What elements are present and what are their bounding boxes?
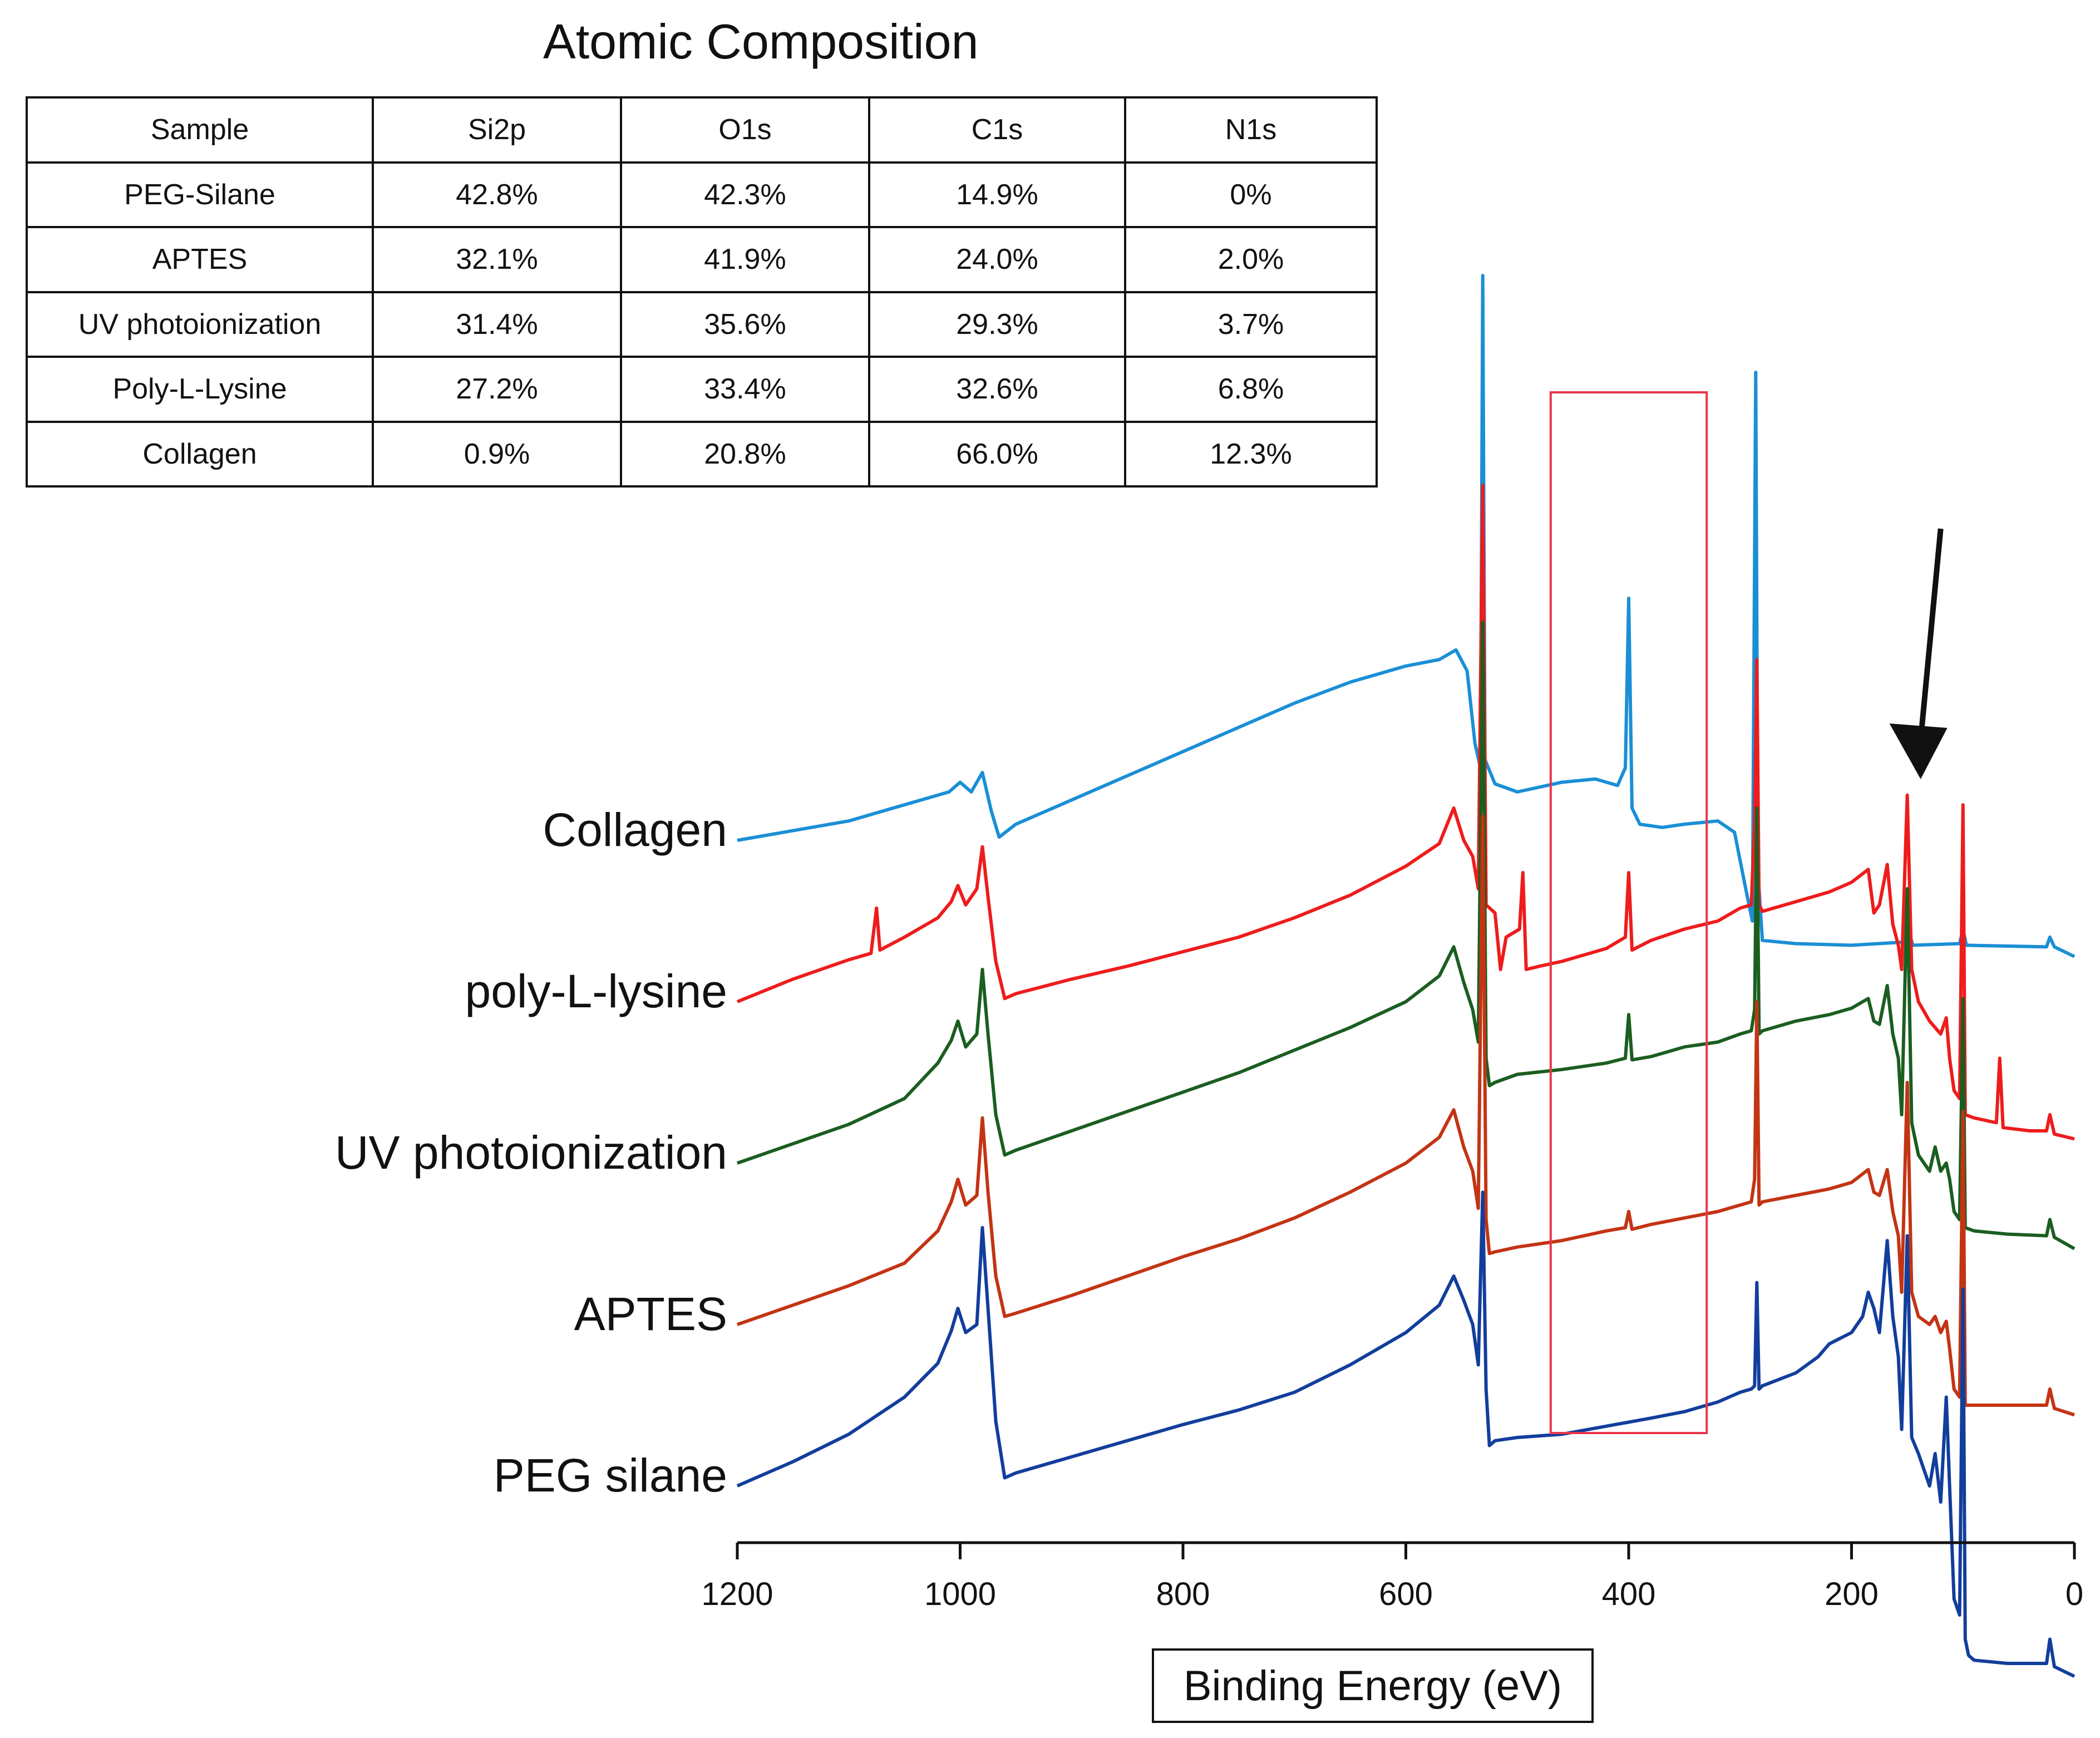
table-header-row: Sample Si2p O1s C1s N1s (26, 96, 1378, 164)
traces-layer: Collagen poly-L-lysine UV photoionization A… (335, 274, 2076, 1678)
header-cell: Si2p (372, 96, 622, 164)
table-title: Atomic Composition (543, 14, 979, 69)
table-cell: 27.2% (372, 356, 622, 423)
x-tick-label: 1000 (924, 1576, 996, 1612)
table-row: PEG-Silane 42.8% 42.3% 14.9% 0% (26, 161, 1378, 228)
x-tick-label: 400 (1602, 1576, 1656, 1612)
table-cell: 66.0% (868, 420, 1126, 488)
table-cell: 41.9% (620, 226, 870, 293)
table-cell: 32.6% (868, 356, 1126, 423)
table-cell: 2.0% (1124, 226, 1378, 293)
table-cell: Collagen (26, 420, 374, 488)
header-cell: C1s (868, 96, 1126, 164)
x-tick-label: 1200 (701, 1576, 773, 1612)
table-cell: 32.1% (372, 226, 622, 293)
table-row: Poly-L-Lysine 27.2% 33.4% 32.6% 6.8% (26, 356, 1378, 423)
table-cell: 29.3% (868, 291, 1126, 358)
table-cell: APTES (26, 226, 374, 293)
atomic-composition-table: Sample Si2p O1s C1s N1s PEG-Silane 42.8%… (26, 96, 1378, 488)
trace-label-uv-photoionization: UV photoionization (335, 1126, 727, 1179)
trace-label-poly-l-lysine: poly-L-lysine (465, 965, 727, 1017)
trace-label-aptes: APTES (574, 1288, 727, 1340)
trace-collagen (737, 274, 2076, 958)
x-axis-title: Binding Energy (eV) (1152, 1648, 1594, 1723)
table-cell: 33.4% (620, 356, 870, 423)
header-cell: N1s (1124, 96, 1378, 164)
table-cell: 24.0% (868, 226, 1126, 293)
highlight-box (1549, 391, 1708, 1434)
table-cell: 12.3% (1124, 420, 1378, 488)
trace-peg-silane (736, 1190, 2076, 1678)
arrow-head (1889, 723, 1948, 779)
trace-label-collagen: Collagen (543, 804, 727, 856)
table-cell: Poly-L-Lysine (26, 356, 374, 423)
x-tick-label: 0 (2066, 1576, 2083, 1612)
table-cell: 6.8% (1124, 356, 1378, 423)
table-cell: 0% (1124, 161, 1378, 228)
table-cell: 31.4% (372, 291, 622, 358)
table-cell: 42.3% (620, 161, 870, 228)
header-cell: O1s (620, 96, 870, 164)
x-axis: 1200 1000 800 600 400 200 0 (701, 1541, 2083, 1612)
trace-uv-photoionization (737, 621, 2076, 1250)
header-cell: Sample (26, 96, 374, 164)
table-cell: PEG-Silane (26, 161, 374, 228)
table-row: APTES 32.1% 41.9% 24.0% 2.0% (26, 226, 1378, 293)
arrow-shaft (1917, 528, 1944, 741)
table-cell: 42.8% (372, 161, 622, 228)
table-cell: 3.7% (1124, 291, 1378, 358)
table-row: UV photoionization 31.4% 35.6% 29.3% 3.7… (26, 291, 1378, 358)
trace-aptes (737, 814, 2075, 1417)
annotation-layer (1549, 391, 1948, 1434)
x-tick-label: 200 (1825, 1576, 1879, 1612)
trace-label-peg-silane: PEG silane (494, 1449, 727, 1501)
table-row: Collagen 0.9% 20.8% 66.0% 12.3% (26, 420, 1378, 488)
table-cell: 20.8% (620, 420, 870, 488)
table-cell: 0.9% (372, 420, 622, 488)
x-tick-label: 600 (1379, 1576, 1433, 1612)
table-cell: UV photoionization (26, 291, 374, 358)
table-cell: 14.9% (868, 161, 1126, 228)
trace-poly-l-lysine (736, 484, 2075, 1141)
x-tick-label: 800 (1156, 1576, 1210, 1612)
table-cell: 35.6% (620, 291, 870, 358)
